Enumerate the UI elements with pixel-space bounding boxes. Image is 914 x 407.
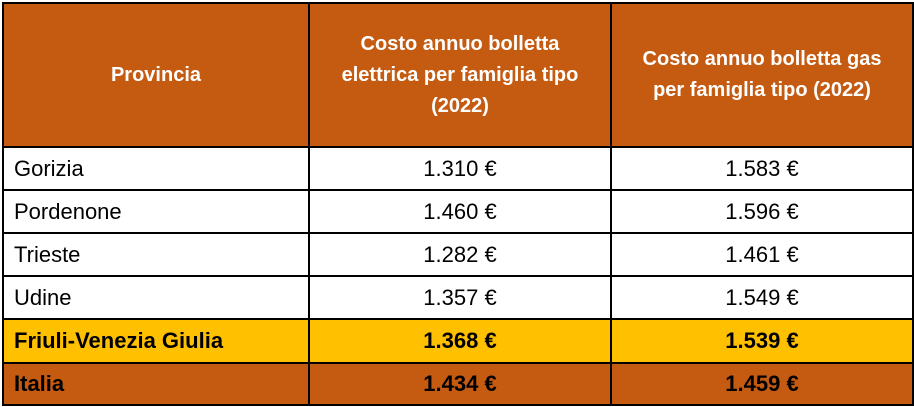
header-provincia: Provincia [2,2,310,148]
cell-provincia: Italia [2,362,310,406]
header-gas-label: Costo annuo bolletta gas per famiglia ti… [642,48,882,101]
cell-gas: 1.583 € [610,146,914,191]
cell-gas: 1.596 € [610,189,914,234]
cell-elettrica: 1.368 € [308,318,612,364]
cell-elettrica: 1.434 € [308,362,612,406]
cell-provincia: Friuli-Venezia Giulia [2,318,310,364]
table-body: Gorizia 1.310 € 1.583 € Pordenone 1.460 … [2,146,914,406]
table-row: Gorizia 1.310 € 1.583 € [2,146,914,191]
cell-provincia: Gorizia [2,146,310,191]
cell-provincia: Udine [2,275,310,320]
cell-gas: 1.459 € [610,362,914,406]
cell-elettrica: 1.460 € [308,189,612,234]
cell-provincia: Pordenone [2,189,310,234]
header-row: Provincia Costo annuo bolletta elettrica… [2,2,914,148]
table-row: Trieste 1.282 € 1.461 € [2,232,914,277]
table-row-national-total: Italia 1.434 € 1.459 € [2,362,914,406]
cell-elettrica: 1.357 € [308,275,612,320]
cell-gas: 1.539 € [610,318,914,364]
header-provincia-label: Provincia [110,63,202,86]
cell-elettrica: 1.310 € [308,146,612,191]
header-gas: Costo annuo bolletta gas per famiglia ti… [610,2,914,148]
header-elettrica-label: Costo annuo bolletta elettrica per famig… [341,32,579,117]
cell-provincia: Trieste [2,232,310,277]
table-row: Udine 1.357 € 1.549 € [2,275,914,320]
table-header: Provincia Costo annuo bolletta elettrica… [2,2,914,148]
table-row-region-total: Friuli-Venezia Giulia 1.368 € 1.539 € [2,318,914,364]
cell-gas: 1.549 € [610,275,914,320]
cell-gas: 1.461 € [610,232,914,277]
cell-elettrica: 1.282 € [308,232,612,277]
header-elettrica: Costo annuo bolletta elettrica per famig… [308,2,612,148]
table-row: Pordenone 1.460 € 1.596 € [2,189,914,234]
